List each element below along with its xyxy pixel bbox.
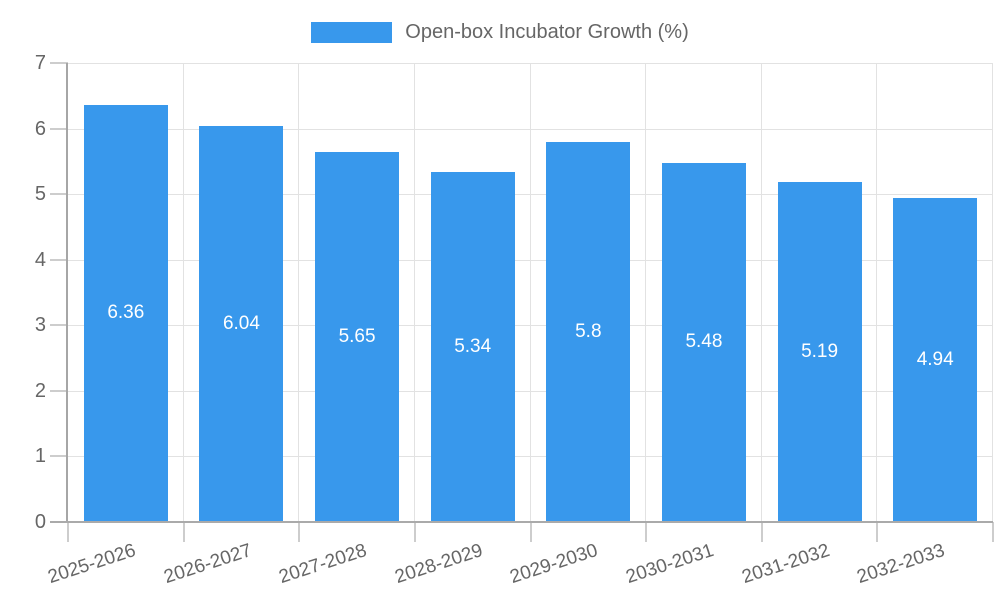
gridline-horizontal <box>68 456 993 458</box>
x-axis-label: 2029-2030 <box>507 540 601 589</box>
plot-area: 6.36 6.04 5.65 5.34 5.8 5.48 5.19 4.94 <box>68 63 993 522</box>
x-axis-tick <box>876 522 879 542</box>
bar-2030-2031[interactable]: 5.48 <box>661 162 746 522</box>
y-axis-label: 1 <box>34 445 46 468</box>
bar-value-label: 5.34 <box>454 335 492 357</box>
gridline-vertical <box>529 63 531 522</box>
gridline-horizontal <box>68 194 993 196</box>
x-axis-label: 2027-2028 <box>276 540 370 589</box>
x-axis-label: 2028-2029 <box>392 540 486 589</box>
bar-2032-2033[interactable]: 4.94 <box>893 198 978 522</box>
legend-swatch <box>311 22 393 43</box>
gridline-horizontal <box>68 128 993 130</box>
x-axis-label: 2025-2026 <box>45 540 139 589</box>
legend-label: Open-box Incubator Growth (%) <box>405 21 689 43</box>
x-axis-label: 2032-2033 <box>854 540 948 589</box>
bar-value-label: 4.94 <box>916 349 954 371</box>
x-axis-label: 2031-2032 <box>739 540 833 589</box>
y-axis-label: 7 <box>34 52 46 74</box>
y-axis-label: 5 <box>34 183 46 206</box>
y-axis-tick <box>50 62 68 64</box>
gridline-vertical <box>298 63 300 522</box>
gridline-vertical <box>876 63 878 522</box>
gridline-horizontal <box>68 63 993 64</box>
y-axis-label: 6 <box>34 117 46 140</box>
x-axis-tick <box>413 522 416 542</box>
y-axis-tick <box>50 455 68 458</box>
y-axis-tick <box>50 324 68 327</box>
bar-value-label: 6.36 <box>107 302 145 324</box>
y-axis-tick <box>50 389 68 392</box>
x-axis-label: 2030-2031 <box>623 540 717 589</box>
y-axis-label: 2 <box>34 379 46 402</box>
x-axis-tick <box>298 522 301 542</box>
x-axis-tick <box>760 522 763 542</box>
bar-2027-2028[interactable]: 5.65 <box>315 151 400 522</box>
bar-2031-2032[interactable]: 5.19 <box>777 181 862 522</box>
x-axis-line <box>50 521 993 523</box>
y-axis-label: 4 <box>34 248 46 271</box>
y-axis-label: 3 <box>34 314 46 337</box>
bar-value-label: 5.65 <box>338 325 376 347</box>
bar-2029-2030[interactable]: 5.8 <box>546 141 631 522</box>
bar-2025-2026[interactable]: 6.36 <box>83 104 168 522</box>
x-axis-tick <box>529 522 532 542</box>
gridline-horizontal <box>68 325 993 327</box>
gridline-vertical <box>760 63 762 522</box>
gridline-vertical <box>645 63 647 522</box>
bar-value-label: 6.04 <box>222 312 260 334</box>
y-axis-tick <box>50 193 68 196</box>
y-axis-tick <box>50 127 68 130</box>
x-axis-label: 2026-2027 <box>161 540 254 589</box>
x-axis-tick <box>992 522 994 542</box>
gridline-horizontal <box>68 259 993 261</box>
bar-2026-2027[interactable]: 6.04 <box>199 125 284 522</box>
gridline-horizontal <box>68 390 993 392</box>
gridline-vertical <box>182 63 184 522</box>
x-axis-tick <box>67 522 69 542</box>
bar-value-label: 5.48 <box>685 331 723 353</box>
gridline-vertical <box>413 63 415 522</box>
x-axis-tick <box>645 522 648 542</box>
bar-2028-2029[interactable]: 5.34 <box>430 171 515 522</box>
bar-value-label: 5.19 <box>801 340 839 362</box>
bar-value-label: 5.8 <box>575 320 602 342</box>
y-axis-line <box>66 63 68 522</box>
y-axis-label: 0 <box>34 511 46 533</box>
legend[interactable]: Open-box Incubator Growth (%) <box>0 21 1000 44</box>
x-axis-tick <box>182 522 185 542</box>
gridline-vertical <box>992 63 993 522</box>
y-axis-tick <box>50 258 68 261</box>
